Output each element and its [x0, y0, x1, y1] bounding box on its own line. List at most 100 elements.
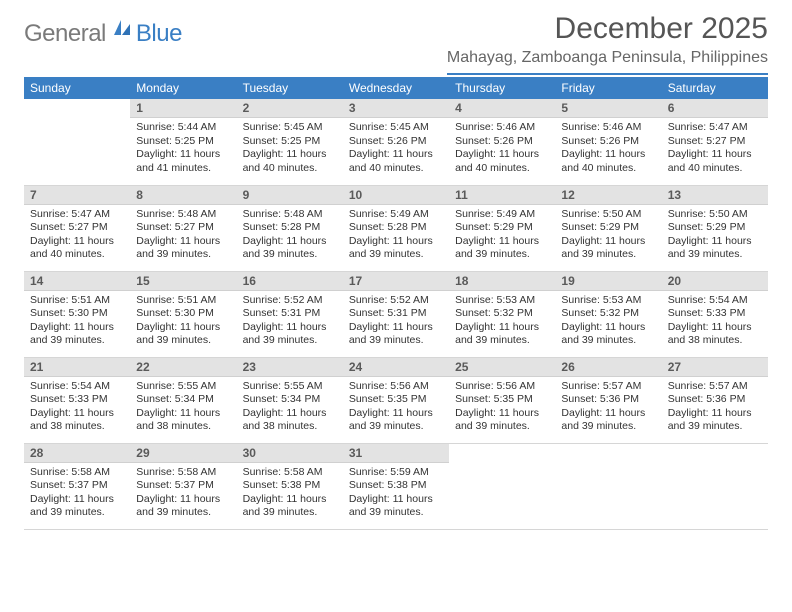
- sunset-line: Sunset: 5:28 PM: [243, 221, 337, 235]
- calendar-table: Sunday Monday Tuesday Wednesday Thursday…: [24, 77, 768, 530]
- day-details: Sunrise: 5:48 AMSunset: 5:28 PMDaylight:…: [237, 205, 343, 267]
- day-number: 8: [136, 188, 143, 202]
- sunset-line: Sunset: 5:34 PM: [243, 393, 337, 407]
- day-details: Sunrise: 5:57 AMSunset: 5:36 PMDaylight:…: [555, 377, 661, 439]
- calendar-cell: 2Sunrise: 5:45 AMSunset: 5:25 PMDaylight…: [237, 99, 343, 185]
- calendar-cell: 5Sunrise: 5:46 AMSunset: 5:26 PMDaylight…: [555, 99, 661, 185]
- calendar-cell: 28Sunrise: 5:58 AMSunset: 5:37 PMDayligh…: [24, 443, 130, 529]
- day-number: 18: [455, 274, 468, 288]
- daylight-line: Daylight: 11 hours and 39 minutes.: [30, 321, 124, 348]
- day-details: Sunrise: 5:55 AMSunset: 5:34 PMDaylight:…: [237, 377, 343, 439]
- day-details: Sunrise: 5:52 AMSunset: 5:31 PMDaylight:…: [343, 291, 449, 353]
- brand-text-blue: Blue: [136, 20, 182, 48]
- sunrise-line: Sunrise: 5:49 AM: [349, 208, 443, 222]
- day-number: 19: [561, 274, 574, 288]
- day-number-row: 20: [662, 272, 768, 291]
- day-number-row: 13: [662, 186, 768, 205]
- day-number-row: 11: [449, 186, 555, 205]
- calendar-cell: 24Sunrise: 5:56 AMSunset: 5:35 PMDayligh…: [343, 357, 449, 443]
- daylight-line: Daylight: 11 hours and 39 minutes.: [455, 235, 549, 262]
- calendar-week-row: 28 Sunrise: 5:58 AMSunset: 5:37 PMDayligh…: [24, 443, 768, 529]
- brand-text-general: General: [24, 20, 106, 48]
- day-number-row: 12: [555, 186, 661, 205]
- col-tuesday: Tuesday: [237, 77, 343, 99]
- day-number: 28: [30, 446, 43, 460]
- sunrise-line: Sunrise: 5:59 AM: [349, 466, 443, 480]
- day-number-row: 9: [237, 186, 343, 205]
- sunset-line: Sunset: 5:31 PM: [243, 307, 337, 321]
- day-details: Sunrise: 5:52 AMSunset: 5:31 PMDaylight:…: [237, 291, 343, 353]
- day-details: Sunrise: 5:47 AMSunset: 5:27 PMDaylight:…: [24, 205, 130, 267]
- col-wednesday: Wednesday: [343, 77, 449, 99]
- sunrise-line: Sunrise: 5:55 AM: [136, 380, 230, 394]
- sunrise-line: Sunrise: 5:54 AM: [668, 294, 762, 308]
- daylight-line: Daylight: 11 hours and 40 minutes.: [243, 148, 337, 175]
- day-number: 24: [349, 360, 362, 374]
- brand-logo: General Blue: [24, 18, 182, 49]
- day-number-row: [662, 444, 768, 448]
- sunset-line: Sunset: 5:32 PM: [561, 307, 655, 321]
- day-details: Sunrise: 5:49 AMSunset: 5:28 PMDaylight:…: [343, 205, 449, 267]
- sunset-line: Sunset: 5:35 PM: [455, 393, 549, 407]
- sunset-line: Sunset: 5:36 PM: [561, 393, 655, 407]
- sunset-line: Sunset: 5:38 PM: [349, 479, 443, 493]
- day-number: 27: [668, 360, 681, 374]
- sunset-line: Sunset: 5:33 PM: [668, 307, 762, 321]
- day-number-row: 2: [237, 99, 343, 118]
- header-row: General Blue December 2025 Mahayag, Zamb…: [24, 12, 768, 75]
- title-block: December 2025 Mahayag, Zamboanga Peninsu…: [447, 12, 768, 75]
- daylight-line: Daylight: 11 hours and 39 minutes.: [243, 321, 337, 348]
- calendar-cell: 15Sunrise: 5:51 AMSunset: 5:30 PMDayligh…: [130, 271, 236, 357]
- calendar-cell: 25 Sunrise: 5:56 AMSunset: 5:35 PMDayligh…: [449, 357, 555, 443]
- day-number: 26: [561, 360, 574, 374]
- day-number-row: 4: [449, 99, 555, 118]
- sunset-line: Sunset: 5:29 PM: [668, 221, 762, 235]
- day-number: 22: [136, 360, 149, 374]
- sunset-line: Sunset: 5:37 PM: [30, 479, 124, 493]
- sunrise-line: Sunrise: 5:56 AM: [349, 380, 443, 394]
- day-number: 1: [136, 101, 143, 115]
- day-number: 14: [30, 274, 43, 288]
- day-details: Sunrise: 5:59 AMSunset: 5:38 PMDaylight:…: [343, 463, 449, 525]
- day-number-row: [555, 444, 661, 448]
- day-number-row: 25: [449, 358, 555, 377]
- col-sunday: Sunday: [24, 77, 130, 99]
- day-details: Sunrise: 5:45 AMSunset: 5:26 PMDaylight:…: [343, 118, 449, 180]
- brand-sail-icon: [111, 18, 133, 43]
- day-details: Sunrise: 5:58 AMSunset: 5:38 PMDaylight:…: [237, 463, 343, 525]
- day-details: Sunrise: 5:58 AMSunset: 5:37 PMDaylight:…: [130, 463, 236, 525]
- sunrise-line: Sunrise: 5:45 AM: [243, 121, 337, 135]
- calendar-cell: 27Sunrise: 5:57 AMSunset: 5:36 PMDayligh…: [662, 357, 768, 443]
- sunset-line: Sunset: 5:27 PM: [30, 221, 124, 235]
- day-number-row: 3: [343, 99, 449, 118]
- sunset-line: Sunset: 5:31 PM: [349, 307, 443, 321]
- sunrise-line: Sunrise: 5:56 AM: [455, 380, 549, 394]
- calendar-week-row: 1Sunrise: 5:44 AMSunset: 5:25 PMDaylight…: [24, 99, 768, 185]
- daylight-line: Daylight: 11 hours and 40 minutes.: [30, 235, 124, 262]
- day-number: 11: [455, 188, 468, 202]
- day-number-row: [24, 99, 130, 103]
- weekday-header-row: Sunday Monday Tuesday Wednesday Thursday…: [24, 77, 768, 99]
- daylight-line: Daylight: 11 hours and 41 minutes.: [136, 148, 230, 175]
- day-number: 6: [668, 101, 675, 115]
- day-details: Sunrise: 5:53 AMSunset: 5:32 PMDaylight:…: [449, 291, 555, 353]
- calendar-cell: 22Sunrise: 5:55 AMSunset: 5:34 PMDayligh…: [130, 357, 236, 443]
- sunset-line: Sunset: 5:27 PM: [668, 135, 762, 149]
- calendar-cell: 21Sunrise: 5:54 AMSunset: 5:33 PMDayligh…: [24, 357, 130, 443]
- sunrise-line: Sunrise: 5:51 AM: [30, 294, 124, 308]
- day-details: Sunrise: 5:51 AMSunset: 5:30 PMDaylight:…: [24, 291, 130, 353]
- sunrise-line: Sunrise: 5:58 AM: [30, 466, 124, 480]
- daylight-line: Daylight: 11 hours and 39 minutes.: [136, 235, 230, 262]
- sunset-line: Sunset: 5:26 PM: [349, 135, 443, 149]
- day-number: 3: [349, 101, 356, 115]
- sunrise-line: Sunrise: 5:44 AM: [136, 121, 230, 135]
- daylight-line: Daylight: 11 hours and 39 minutes.: [455, 407, 549, 434]
- day-details: Sunrise: 5:46 AMSunset: 5:26 PMDaylight:…: [449, 118, 555, 180]
- sunrise-line: Sunrise: 5:58 AM: [136, 466, 230, 480]
- day-number-row: 31: [343, 444, 449, 463]
- day-details: Sunrise: 5:49 AMSunset: 5:29 PMDaylight:…: [449, 205, 555, 267]
- sunrise-line: Sunrise: 5:58 AM: [243, 466, 337, 480]
- calendar-cell: 1Sunrise: 5:44 AMSunset: 5:25 PMDaylight…: [130, 99, 236, 185]
- daylight-line: Daylight: 11 hours and 38 minutes.: [668, 321, 762, 348]
- sunset-line: Sunset: 5:37 PM: [136, 479, 230, 493]
